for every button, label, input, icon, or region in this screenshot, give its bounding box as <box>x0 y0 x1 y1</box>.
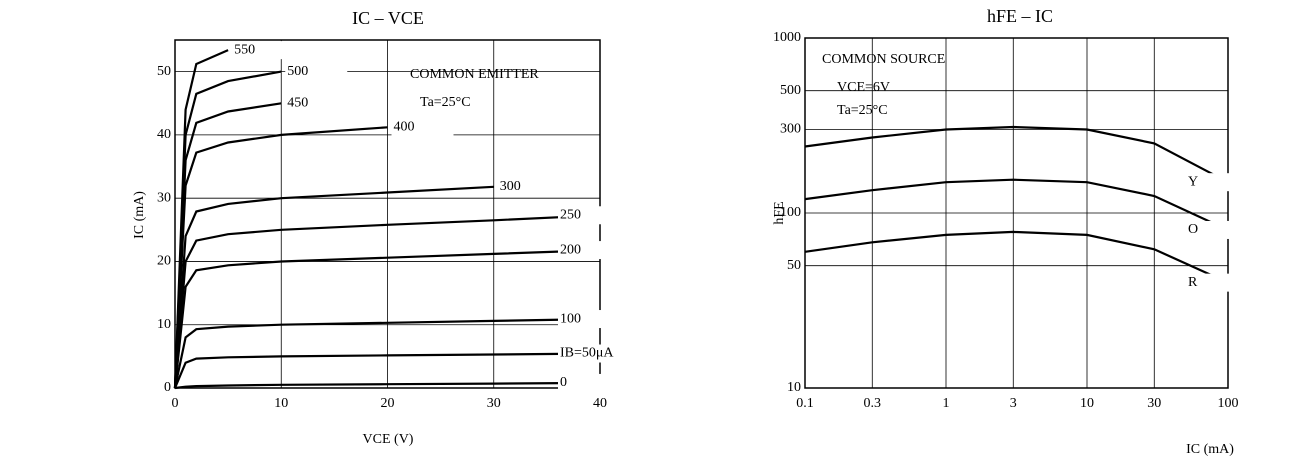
y-tick-label: 0 <box>164 380 171 395</box>
annotation: COMMON EMITTER <box>410 67 539 82</box>
y-tick-label: 500 <box>780 83 801 98</box>
chart-title: hFE – IC <box>987 6 1053 26</box>
series-line <box>173 214 601 389</box>
series-label: 550 <box>234 42 255 57</box>
series-label: 400 <box>394 120 415 135</box>
series-label-bg <box>232 41 295 60</box>
x-tick-label: 20 <box>381 396 395 411</box>
series-line <box>804 230 1229 284</box>
series-line <box>173 317 601 389</box>
series-label: 200 <box>560 242 581 257</box>
x-axis-label: VCE (V) <box>363 432 414 447</box>
series-label: 500 <box>287 64 308 79</box>
series-line <box>174 381 601 390</box>
series-line <box>173 249 601 389</box>
y-tick-label: 40 <box>157 127 171 142</box>
x-tick-label: 30 <box>1147 396 1161 411</box>
series-label-bg <box>558 310 620 329</box>
y-axis-label: IC (mA) <box>132 191 147 239</box>
series-label: 250 <box>560 207 581 222</box>
y-tick-label: 50 <box>787 258 801 273</box>
x-tick-label: 10 <box>274 396 288 411</box>
y-tick-label: 100 <box>780 205 801 220</box>
series-label-bg <box>558 206 620 225</box>
x-tick-label: 100 <box>1218 396 1239 411</box>
annotation: VCE=6V <box>837 80 890 95</box>
series-label-bg <box>1186 220 1248 239</box>
series-label: 100 <box>560 311 581 326</box>
y-tick-label: 1000 <box>773 30 801 45</box>
y-tick-label: 300 <box>780 122 801 137</box>
y-axis-label: hFE <box>772 201 787 224</box>
series-label: R <box>1188 275 1198 290</box>
x-tick-label: 10 <box>1080 396 1094 411</box>
series-label-bg <box>1186 273 1248 292</box>
x-tick-label: 0.1 <box>796 396 814 411</box>
series-label-bg <box>285 62 348 81</box>
y-tick-label: 20 <box>157 254 171 269</box>
series-label: 300 <box>500 179 521 194</box>
series-label-bg <box>558 344 620 363</box>
series-label: IB=50μA <box>560 346 614 361</box>
y-tick-label: 50 <box>157 64 171 79</box>
series-line <box>173 70 282 389</box>
series-label-bg <box>558 241 620 260</box>
annotation: COMMON SOURCE <box>822 52 945 67</box>
series-label: O <box>1188 222 1198 237</box>
x-tick-label: 30 <box>487 396 501 411</box>
chart-title: IC – VCE <box>352 8 424 28</box>
series-label: 0 <box>560 375 567 390</box>
series-label-bg <box>1186 173 1248 192</box>
x-tick-label: 40 <box>593 396 607 411</box>
x-tick-label: 0.3 <box>864 396 882 411</box>
y-tick-label: 30 <box>157 190 171 205</box>
series-label: Y <box>1188 174 1198 189</box>
series-label-bg <box>497 177 560 196</box>
x-tick-label: 1 <box>943 396 950 411</box>
x-tick-label: 3 <box>1010 396 1017 411</box>
series-line <box>173 102 282 389</box>
annotation: Ta=25°C <box>420 95 471 110</box>
annotation-box <box>815 45 985 125</box>
series-label-bg <box>285 94 348 113</box>
annotation-box <box>405 60 595 120</box>
series-label-bg <box>558 373 620 392</box>
series-label: 450 <box>287 95 308 110</box>
series-line <box>173 352 601 389</box>
series-label-bg <box>391 118 454 137</box>
x-axis-label: IC (mA) <box>1186 442 1234 457</box>
y-tick-label: 10 <box>787 380 801 395</box>
x-tick-label: 0 <box>172 396 179 411</box>
series-line <box>173 185 494 389</box>
series-line <box>804 178 1229 231</box>
series-line <box>173 49 229 389</box>
series-line <box>804 125 1229 184</box>
annotation: Ta=25°C <box>837 103 888 118</box>
y-tick-label: 10 <box>157 317 171 332</box>
